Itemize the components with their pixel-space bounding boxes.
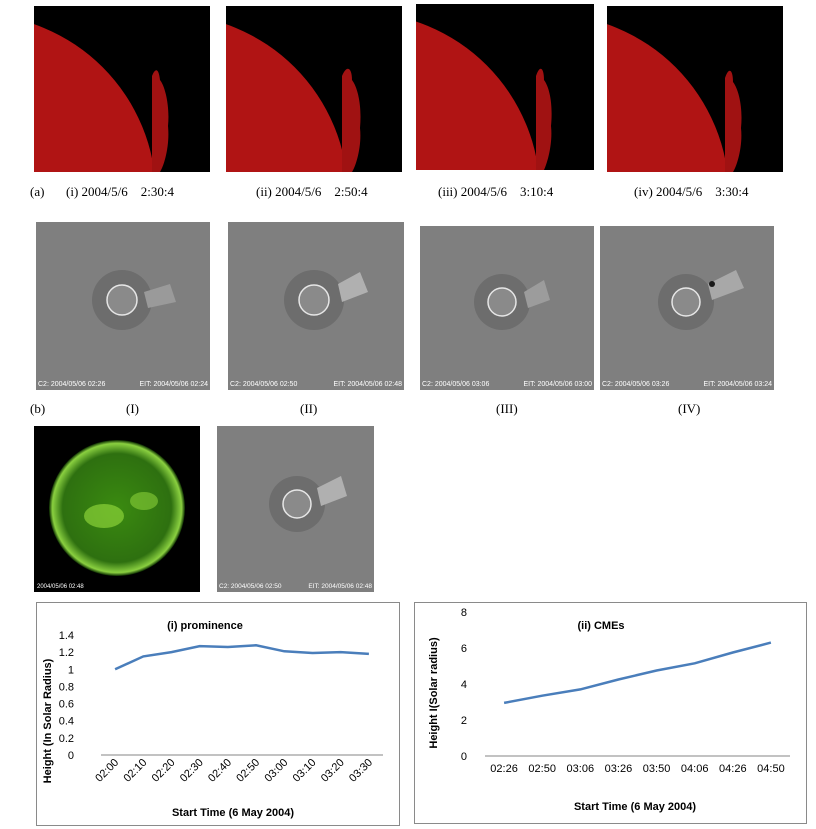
y-axis-label: Height I(Solar radius) <box>428 637 440 749</box>
lasco-caption-2: (II) <box>300 401 318 416</box>
series-line <box>503 641 772 705</box>
halpha-caption-3: (iii) 2004/5/6 3:10:4 <box>438 184 554 199</box>
lasco-stamp-right-4: EIT: 2004/05/06 03:24 <box>704 381 773 388</box>
lasco-image-4: C2: 2004/05/06 03:26 EIT: 2004/05/06 03:… <box>600 226 774 390</box>
y-tick-label: 2 <box>461 715 467 727</box>
y-tick-label: 1.2 <box>59 647 74 659</box>
lasco-caption-3: (III) <box>496 401 518 416</box>
x-tick-label: 02:40 <box>206 757 234 785</box>
y-tick-label: 0 <box>68 750 74 762</box>
halpha-image-4 <box>607 6 783 172</box>
x-tick-label: 02:00 <box>93 757 121 785</box>
halpha-image-2 <box>226 6 402 172</box>
y-tick-label: 1 <box>68 664 74 676</box>
x-axis-label: Start Time (6 May 2004) <box>574 801 696 813</box>
lasco-stamp-right-2: EIT: 2004/05/06 02:48 <box>334 381 403 388</box>
y-axis-label: Height (In Solar Radius) <box>42 658 54 783</box>
lasco-caption-1: (I) <box>126 401 139 416</box>
prominence-chart-box: (i) prominence 0 0.2 0.4 0.6 0.8 1 1.2 1.4 02:0… <box>36 602 400 826</box>
cme-chart: (ii) CMEs 0 2 4 6 8 02:26 02:50 03:06 03:26 03:5… <box>428 607 790 813</box>
row-a-label: (a) <box>30 184 45 199</box>
x-tick-label: 04:06 <box>681 763 709 775</box>
lasco-stamp-left-1: C2: 2004/05/06 02:26 <box>38 381 105 388</box>
chart-title: (ii) CMEs <box>577 620 624 632</box>
halpha-image-3 <box>416 4 594 170</box>
y-tick-label: 8 <box>461 607 467 619</box>
lasco-stamp-right-3: EIT: 2004/05/06 03:00 <box>524 381 593 388</box>
halpha-caption-1: (i) 2004/5/6 2:30:4 <box>66 184 174 199</box>
y-tick-label: 0.4 <box>59 716 74 728</box>
x-tick-label: 04:50 <box>757 763 785 775</box>
halpha-caption-4: (iv) 2004/5/6 3:30:4 <box>634 184 749 199</box>
row-b-label: (b) <box>30 401 46 416</box>
x-tick-label: 04:26 <box>719 763 747 775</box>
lasco-stamp-left-2: C2: 2004/05/06 02:50 <box>230 381 297 388</box>
x-tick-label: 03:30 <box>347 757 375 785</box>
x-tick-label: 03:00 <box>262 757 290 785</box>
halpha-caption-2: (ii) 2004/5/6 2:50:4 <box>256 184 368 199</box>
eit-image: 2004/05/06 02:48 <box>34 426 200 592</box>
y-tick-label: 0.6 <box>59 699 74 711</box>
x-axis-label: Start Time (6 May 2004) <box>172 807 294 819</box>
x-tick-label: 02:26 <box>490 763 518 775</box>
y-tick-label: 6 <box>461 643 467 655</box>
x-tick-label: 03:06 <box>567 763 595 775</box>
lasco-stamp-right-5: EIT: 2004/05/06 02:48 <box>308 583 372 590</box>
x-tick-label: 03:50 <box>643 763 671 775</box>
y-tick-label: 0 <box>461 751 467 763</box>
y-tick-label: 0.2 <box>59 733 74 745</box>
chart-title: (i) prominence <box>167 620 243 632</box>
prominence-chart: (i) prominence 0 0.2 0.4 0.6 0.8 1 1.2 1.4 02:0… <box>42 620 383 819</box>
x-tick-label: 03:26 <box>605 763 633 775</box>
x-tick-label: 02:50 <box>234 757 262 785</box>
lasco-stamp-right-1: EIT: 2004/05/06 02:24 <box>140 381 209 388</box>
x-tick-label: 02:20 <box>150 757 178 785</box>
lasco-stamp-left-5: C2: 2004/05/06 02:50 <box>219 583 282 590</box>
x-tick-label: 02:30 <box>178 757 206 785</box>
lasco-image-1: C2: 2004/05/06 02:26 EIT: 2004/05/06 02:… <box>36 222 210 390</box>
y-tick-label: 1.4 <box>59 630 74 642</box>
cme-chart-box: (ii) CMEs 0 2 4 6 8 02:26 02:50 03:06 03:26 03:5… <box>414 602 807 824</box>
y-tick-label: 0.8 <box>59 681 74 693</box>
series-line <box>114 644 369 671</box>
lasco-stamp-left-4: C2: 2004/05/06 03:26 <box>602 381 669 388</box>
lasco-stamp-left-3: C2: 2004/05/06 03:06 <box>422 381 489 388</box>
x-tick-label: 03:10 <box>291 757 319 785</box>
lasco-image-5: C2: 2004/05/06 02:50 EIT: 2004/05/06 02:… <box>217 426 374 592</box>
lasco-caption-4: (IV) <box>678 401 701 416</box>
x-tick-label: 02:10 <box>121 757 149 785</box>
x-tick-label: 02:50 <box>528 763 556 775</box>
eit-stamp: 2004/05/06 02:48 <box>37 584 84 590</box>
lasco-image-3: C2: 2004/05/06 03:06 EIT: 2004/05/06 03:… <box>420 226 594 390</box>
x-tick-label: 03:20 <box>319 757 347 785</box>
lasco-image-2: C2: 2004/05/06 02:50 EIT: 2004/05/06 02:… <box>228 222 404 390</box>
halpha-image-1 <box>34 6 210 172</box>
y-tick-label: 4 <box>461 679 467 691</box>
